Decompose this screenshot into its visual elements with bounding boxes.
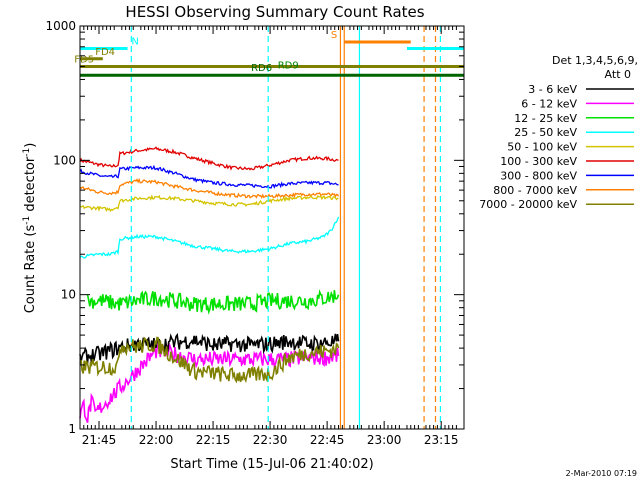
footer-date: 2-Mar-2010 07:19 (566, 469, 637, 478)
y-axis-label-sup2: -1 (22, 148, 32, 157)
x-tick-label-1: 22:00 (139, 433, 174, 447)
series-layer (79, 146, 340, 423)
legend-label-1: 6 - 12 keV (521, 97, 577, 110)
series-line-3 (79, 194, 339, 213)
series-line-1 (79, 164, 339, 189)
flag-label-n: N (131, 36, 138, 47)
legend-header-attenuator: Att 0 (605, 68, 631, 81)
y-axis: 1 10 100 1000 (45, 19, 464, 436)
y-tick-label-2: 100 (53, 153, 76, 167)
legend-label-4: 50 - 100 keV (507, 141, 577, 154)
x-tick-label-3: 22:30 (253, 433, 288, 447)
y-tick-label-1: 10 (61, 288, 76, 302)
plot-frame (79, 25, 465, 430)
x-axis: 21:45 22:00 22:15 22:30 22:45 23:00 23:15 (82, 26, 465, 447)
legend-label-6: 300 - 800 keV (500, 169, 577, 182)
series-line-4 (79, 216, 340, 259)
y-axis-label-main: Count Rate (s (23, 225, 38, 314)
y-axis-label-end: ) (23, 143, 38, 148)
legend-label-3: 25 - 50 keV (514, 126, 577, 139)
legend-label-7: 800 - 7000 keV (493, 184, 577, 197)
y-axis-label-sup1: -1 (22, 216, 32, 225)
y-axis-label-mid: detector (23, 156, 38, 216)
legend-label-2: 12 - 25 keV (514, 112, 577, 125)
markers-layer (130, 26, 442, 429)
flag-label-fd5: FD5 (74, 54, 94, 65)
flag-label-rd9: RD9 (278, 61, 299, 72)
x-tick-label-0: 21:45 (82, 433, 117, 447)
legend-header-detectors: Det 1,3,4,5,6,9, (552, 54, 638, 67)
legend-label-0: 3 - 6 keV (528, 83, 577, 96)
flag-label-fd4: FD4 (95, 47, 115, 58)
x-tick-label-5: 23:00 (367, 433, 402, 447)
x-axis-label: Start Time (15-Jul-06 21:40:02) (170, 457, 373, 472)
flag-label-s: S (331, 30, 337, 41)
series-line-5 (86, 289, 340, 315)
legend-label-8: 7000 - 20000 keV (479, 198, 577, 211)
chart-title: HESSI Observing Summary Count Rates (125, 3, 424, 21)
series-line-0 (79, 146, 339, 171)
x-tick-label-6: 23:15 (424, 433, 459, 447)
series-line-8 (79, 336, 340, 384)
y-axis-label: Count Rate (s-1 detector-1) (22, 143, 38, 314)
flag-label-rd6: RD6 (251, 63, 272, 74)
series-line-2 (79, 177, 340, 199)
legend-label-5: 100 - 300 keV (500, 155, 577, 168)
y-tick-label-3: 1000 (45, 19, 76, 33)
x-tick-label-4: 22:45 (310, 433, 345, 447)
y-tick-label-0: 1 (68, 422, 76, 436)
x-tick-label-2: 22:15 (196, 433, 231, 447)
